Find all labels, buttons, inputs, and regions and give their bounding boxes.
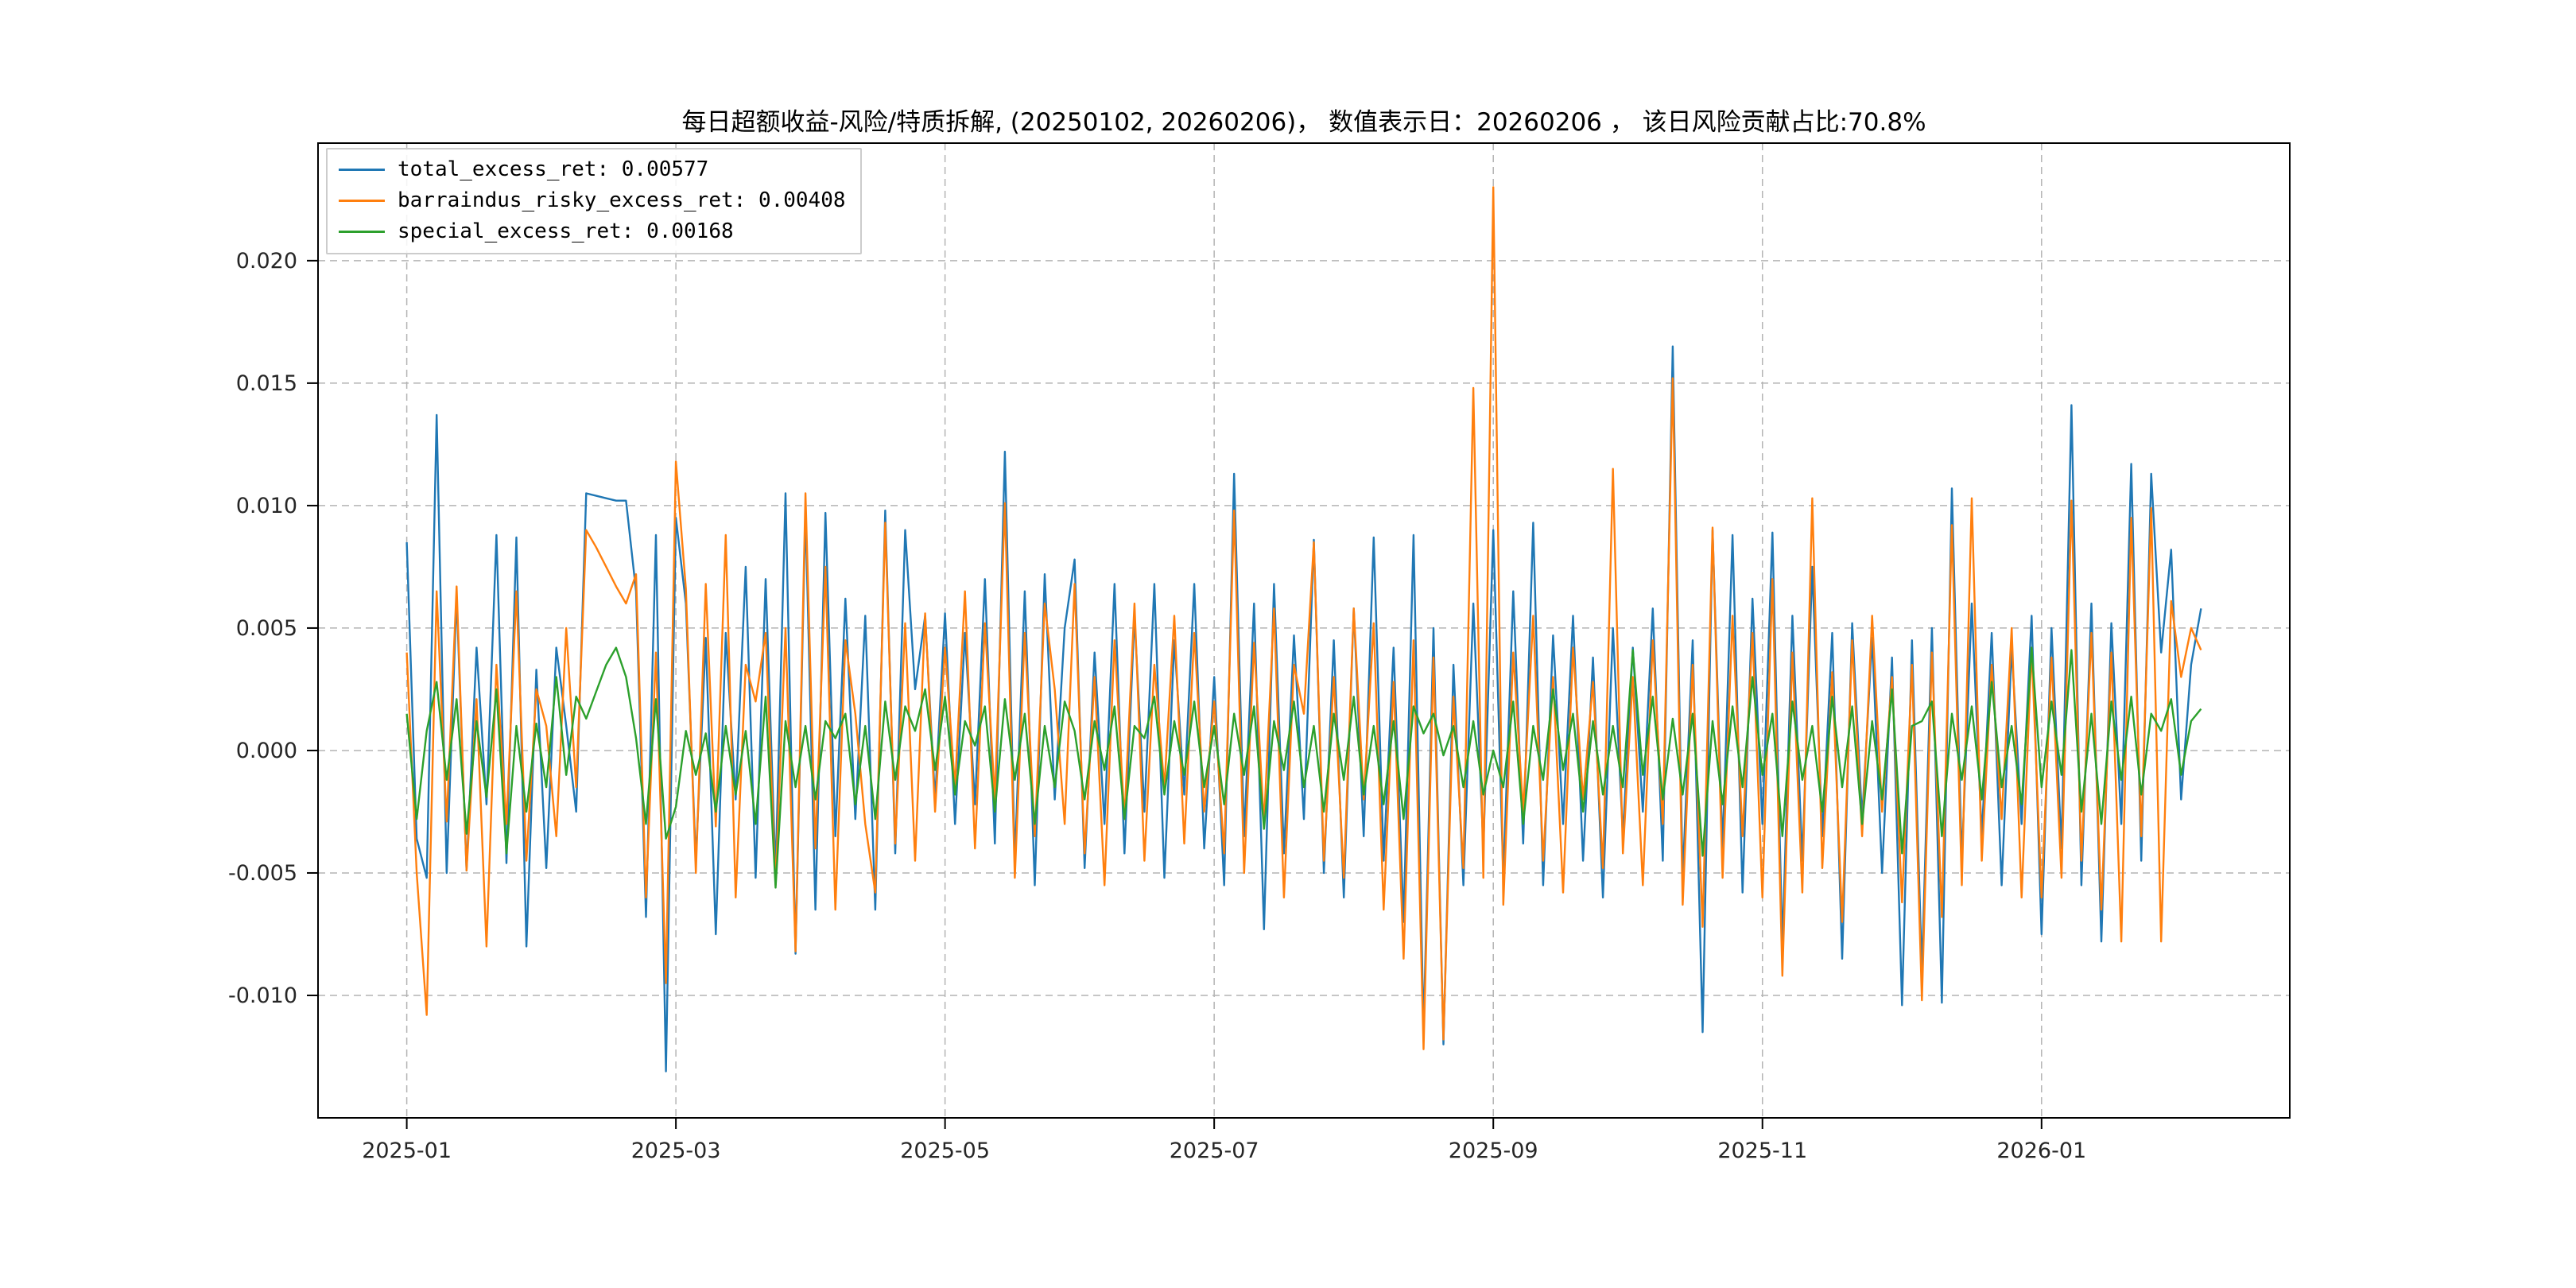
x-tick-label: 2025-05 xyxy=(900,1139,990,1163)
x-tick-label: 2025-01 xyxy=(362,1139,452,1163)
chart-title: 每日超额收益-风险/特质拆解, (20250102, 20260206)， 数值… xyxy=(681,108,1926,137)
legend-line-swatch-blue xyxy=(339,168,385,171)
x-tick-label: 2025-07 xyxy=(1170,1139,1259,1163)
x-tick-label: 2025-11 xyxy=(1717,1139,1807,1163)
legend-item-special-excess-ret: special_excess_ret: 0.00168 xyxy=(339,219,846,243)
series-line-special_excess_ret xyxy=(405,646,2202,889)
x-tick-label: 2026-01 xyxy=(1996,1139,2086,1163)
y-tick-label: 0.015 xyxy=(236,371,297,396)
x-tick-label: 2025-03 xyxy=(631,1139,721,1163)
series-line-total_excess_ret xyxy=(405,345,2202,1073)
legend-label: barraindus_risky_excess_ret: 0.00408 xyxy=(398,188,846,212)
y-tick-label: 0.000 xyxy=(236,739,297,763)
y-tick-label: 0.010 xyxy=(236,494,297,518)
legend-line-swatch-orange xyxy=(339,199,385,202)
legend-line-swatch-green xyxy=(339,230,385,233)
y-tick-label: -0.010 xyxy=(228,983,297,1008)
legend-item-total-excess-ret: total_excess_ret: 0.00577 xyxy=(339,157,846,181)
y-tick-label: 0.020 xyxy=(236,249,297,274)
legend-label: total_excess_ret: 0.00577 xyxy=(398,157,709,181)
y-tick-label: -0.005 xyxy=(228,861,297,886)
y-tick-label: 0.005 xyxy=(236,616,297,641)
x-tick-label: 2025-09 xyxy=(1449,1139,1538,1163)
series-line-barraindus_risky_excess_ret xyxy=(405,186,2202,1050)
plot-border xyxy=(317,142,2291,1119)
legend-label: special_excess_ret: 0.00168 xyxy=(398,219,734,243)
legend: total_excess_ret: 0.00577 barraindus_ris… xyxy=(326,148,862,254)
legend-item-barraindus-risky-excess-ret: barraindus_risky_excess_ret: 0.00408 xyxy=(339,188,846,212)
